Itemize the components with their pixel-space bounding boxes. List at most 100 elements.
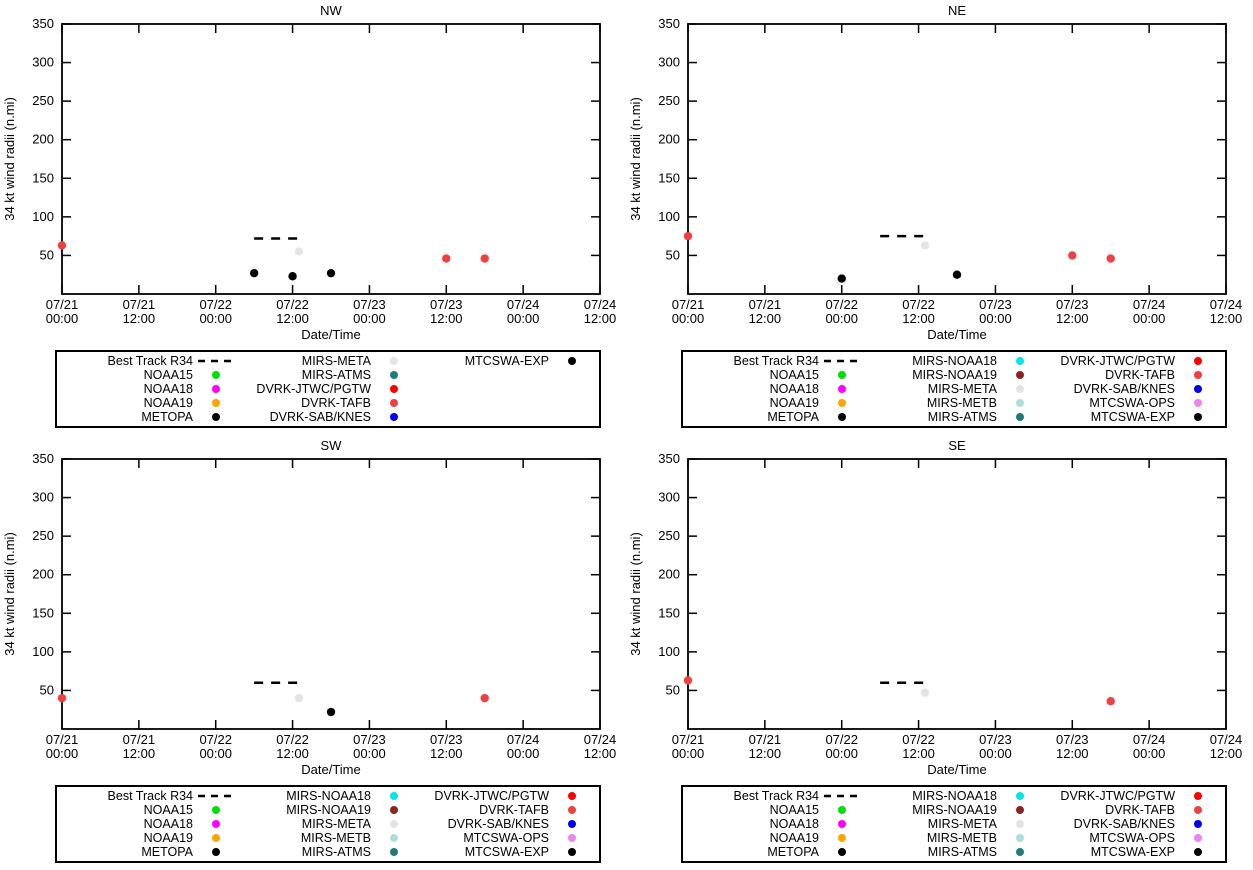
legend-label: Best Track R34 <box>107 789 193 803</box>
tick-label: 12:00 <box>902 311 935 326</box>
tick-label: 250 <box>658 528 680 543</box>
tick-label: 12:00 <box>430 746 463 761</box>
legend-label: METOPA <box>141 410 193 424</box>
dot-marker-icon <box>568 357 576 365</box>
tick-label: 07/21 <box>123 732 156 747</box>
dot-marker-icon <box>819 413 865 421</box>
legend-label: METOPA <box>141 845 193 859</box>
legend-label: MIRS-META <box>927 382 997 396</box>
dot-marker-icon <box>390 806 398 814</box>
legend-label: NOAA15 <box>143 803 193 817</box>
dot-marker-icon <box>212 820 220 828</box>
tick-label: 07/23 <box>979 297 1012 312</box>
dot-marker-icon <box>997 848 1043 856</box>
tick-label: 07/23 <box>430 732 463 747</box>
legend-column: Best Track R34 NOAA15 NOAA18 NOAA19 METOPA <box>687 789 865 859</box>
dot-marker-icon <box>371 820 417 828</box>
legend-entry: MTCSWA-OPS <box>1043 831 1221 845</box>
legend-entry: NOAA19 <box>687 396 865 410</box>
legend-entry: MTCSWA-EXP <box>417 354 595 368</box>
dot-marker-icon <box>390 820 398 828</box>
tick-label: 12:00 <box>1056 746 1089 761</box>
dot-marker-icon <box>1194 357 1202 365</box>
tick-label: 07/22 <box>276 297 309 312</box>
plot-sw: 5010015020025030035007/2100:0007/2112:00… <box>2 453 616 777</box>
legend-entry: Best Track R34 <box>687 789 865 803</box>
legend-entry: MIRS-ATMS <box>239 368 417 382</box>
data-point-mirs-meta <box>920 688 930 697</box>
legend-label: MIRS-NOAA19 <box>912 368 997 382</box>
tick-label: Date/Time <box>927 327 986 342</box>
legend-entry: NOAA18 <box>61 382 239 396</box>
legend-entry: NOAA19 <box>687 831 865 845</box>
tick-label: 00:00 <box>672 311 705 326</box>
data-point-dvrk-tafb <box>1106 254 1115 263</box>
legend-entry: Best Track R34 <box>61 354 239 368</box>
dot-marker-icon <box>371 399 417 407</box>
dot-marker-icon <box>371 834 417 842</box>
dot-marker-icon <box>212 371 220 379</box>
dot-marker-icon <box>371 413 417 421</box>
legend-column: MIRS-META MIRS-ATMS DVRK-JTWC/PGTW DVRK-TAF… <box>239 354 417 424</box>
legend-label: NOAA15 <box>143 368 193 382</box>
legend-entry: METOPA <box>61 845 239 859</box>
tick-label: 300 <box>658 55 680 70</box>
legend-label: MTCSWA-EXP <box>464 845 549 859</box>
legend-label: Best Track R34 <box>733 354 819 368</box>
tick-label: 00:00 <box>979 746 1012 761</box>
dot-marker-icon <box>1194 848 1202 856</box>
tick-label: 100 <box>658 209 680 224</box>
legend-label: NOAA18 <box>769 382 819 396</box>
tick-label: 100 <box>658 644 680 659</box>
dot-marker-icon <box>819 834 865 842</box>
dash-marker-icon <box>824 359 860 363</box>
tick-label: 07/23 <box>1056 732 1089 747</box>
dot-marker-icon <box>1194 820 1202 828</box>
legend-column: Best Track R34 NOAA15 NOAA18 NOAA19 METOPA <box>61 354 239 424</box>
legend-label: MIRS-NOAA18 <box>286 789 371 803</box>
legend-entry: MTCSWA-OPS <box>417 831 595 845</box>
legend-label: MTCSWA-OPS <box>1089 396 1175 410</box>
legend-entry: MIRS-META <box>865 382 1043 396</box>
dot-marker-icon <box>371 806 417 814</box>
dot-marker-icon <box>1194 399 1202 407</box>
legend-label: DVRK-SAB/KNES <box>447 817 549 831</box>
dash-marker-icon <box>198 359 234 363</box>
dash-marker-icon <box>193 792 239 800</box>
dot-marker-icon <box>1175 834 1221 842</box>
legend-column: Best Track R34 NOAA15 NOAA18 NOAA19 METOPA <box>61 789 239 859</box>
legend-entry: NOAA18 <box>687 817 865 831</box>
legend-entry: NOAA15 <box>687 803 865 817</box>
dot-marker-icon <box>549 806 595 814</box>
dot-marker-icon <box>1016 806 1024 814</box>
data-point-mtcswa-exp <box>952 270 962 279</box>
tick-label: 12:00 <box>123 311 156 326</box>
legend-entry: MIRS-NOAA18 <box>865 789 1043 803</box>
tick-label: 150 <box>658 605 680 620</box>
tick-label: 07/21 <box>672 732 705 747</box>
chart-title: NE <box>947 3 967 18</box>
data-point-dvrk-tafb <box>683 676 693 685</box>
tick-label: 150 <box>32 605 54 620</box>
tick-label: 07/22 <box>276 732 309 747</box>
dot-marker-icon <box>568 848 576 856</box>
legend-entry: DVRK-SAB/KNES <box>417 817 595 831</box>
legend-label: NOAA18 <box>143 382 193 396</box>
dot-marker-icon <box>838 806 846 814</box>
plot-border <box>687 458 1227 730</box>
legend-label: MTCSWA-OPS <box>1089 831 1175 845</box>
y-axis-label: 34 kt wind radii (n.mi) <box>628 97 643 221</box>
tick-label: 12:00 <box>584 311 617 326</box>
legend-entry: MIRS-NOAA18 <box>239 789 417 803</box>
dot-marker-icon <box>819 848 865 856</box>
legend-entry: MTCSWA-EXP <box>1043 845 1221 859</box>
data-point-mirs-meta <box>294 247 304 256</box>
tick-label: 300 <box>658 490 680 505</box>
legend-label: NOAA18 <box>143 817 193 831</box>
dot-marker-icon <box>838 399 846 407</box>
tick-label: 07/24 <box>1210 732 1243 747</box>
legend-column: DVRK-JTWC/PGTW DVRK-TAFB DVRK-SAB/KNES MTCS… <box>1043 354 1221 424</box>
legend-entry: NOAA19 <box>61 396 239 410</box>
legend-column: Best Track R34 NOAA15 NOAA18 NOAA19 METOPA <box>687 354 865 424</box>
legend-label: NOAA19 <box>769 831 819 845</box>
